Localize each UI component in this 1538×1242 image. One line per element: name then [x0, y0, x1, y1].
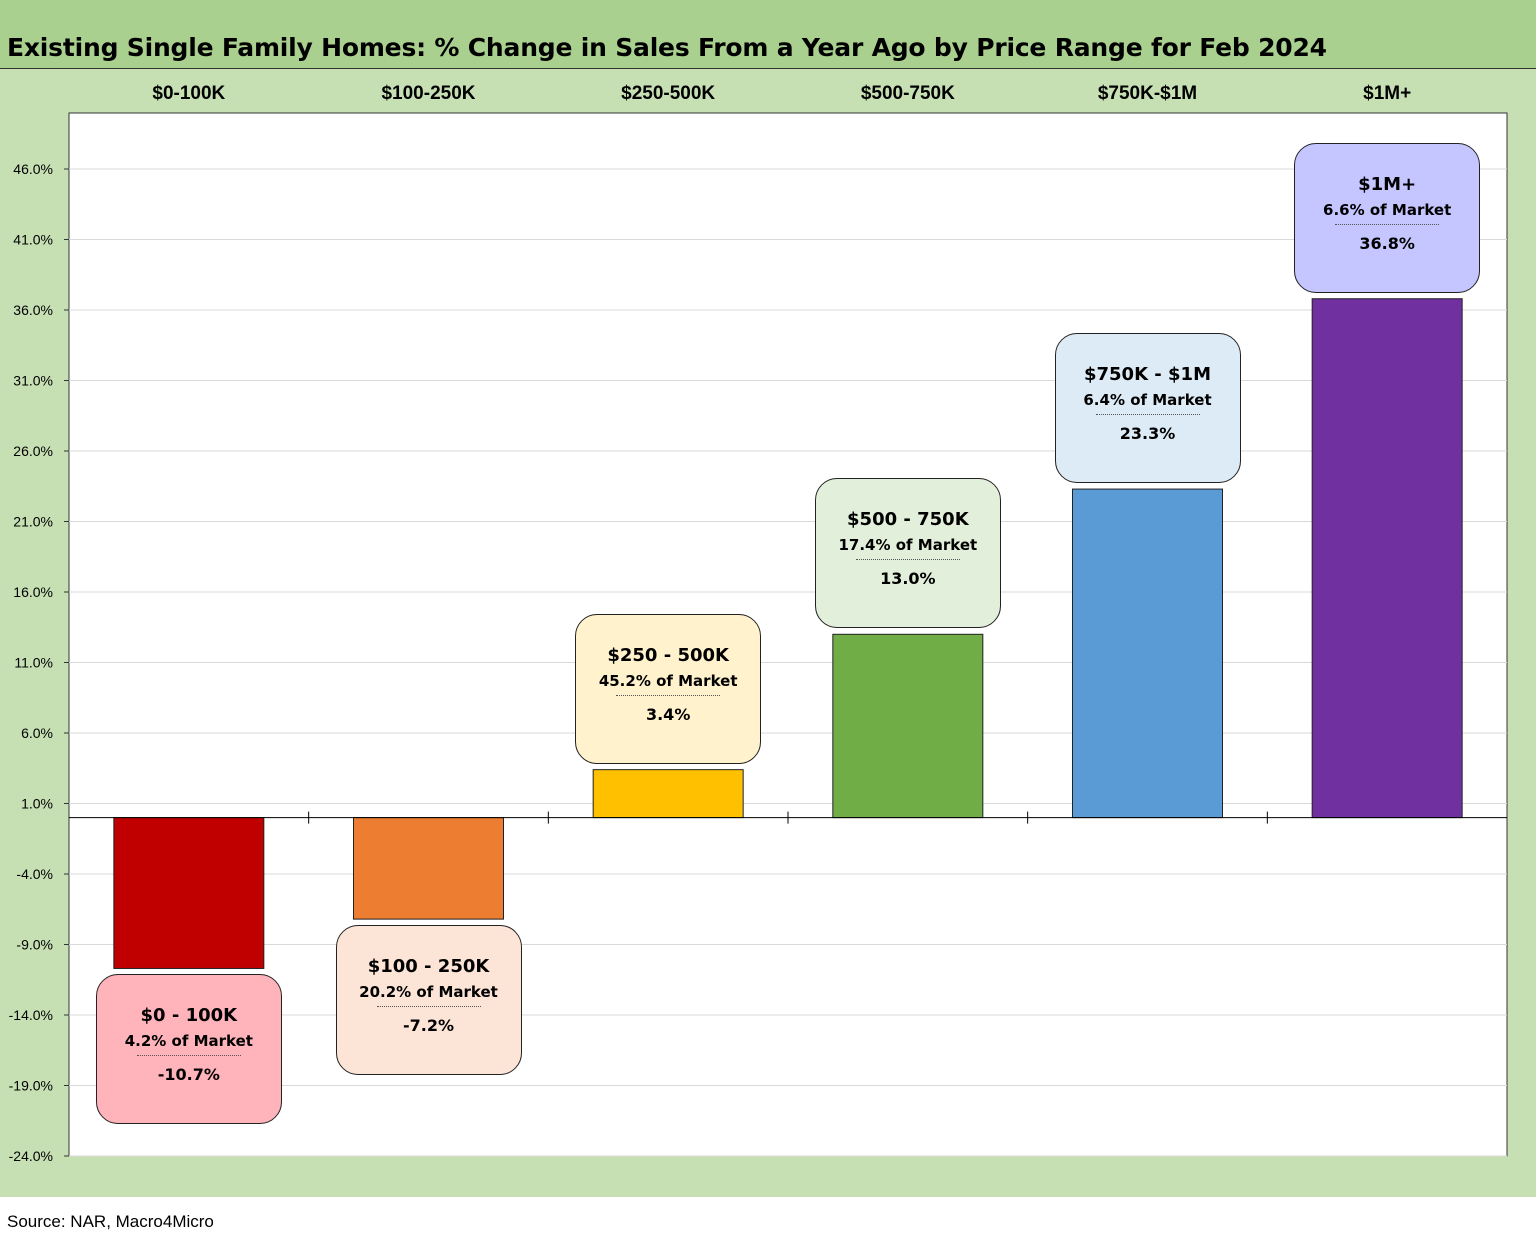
callout-market-share: 45.2% of Market: [598, 671, 738, 690]
callout-box: $750K - $1M 6.4% of Market 23.3%: [1054, 333, 1241, 484]
callout-divider: [1095, 414, 1200, 416]
y-tick-label: -14.0%: [9, 1007, 53, 1023]
callout-market-share: 17.4% of Market: [838, 536, 978, 555]
y-tick-label: -9.0%: [16, 937, 53, 953]
callout-range: $0 - 100K: [140, 1005, 238, 1027]
source-note: Source: NAR, Macro4Micro: [7, 1212, 214, 1231]
bar: [832, 633, 984, 819]
y-tick-label: -24.0%: [9, 1148, 53, 1164]
callout-market-share: 6.4% of Market: [1083, 391, 1212, 410]
callout-divider: [136, 1055, 241, 1057]
callout-value: -10.7%: [157, 1065, 220, 1085]
callout-divider: [1335, 223, 1440, 225]
y-tick-label: -19.0%: [9, 1078, 53, 1094]
category-label: $750K-$1M: [1098, 83, 1197, 104]
callout-divider: [376, 1006, 481, 1008]
footer: [0, 1199, 1538, 1242]
bar: [113, 817, 265, 969]
callout-value: 36.8%: [1359, 233, 1415, 253]
callout-range: $500 - 750K: [847, 509, 969, 531]
callout-market-share: 6.6% of Market: [1323, 200, 1452, 219]
y-tick-label: -4.0%: [16, 866, 53, 882]
y-tick-label: 21.0%: [13, 514, 53, 530]
title-bar: Existing Single Family Homes: % Change i…: [0, 0, 1536, 69]
y-tick-label: 31.0%: [13, 373, 53, 389]
bar: [592, 769, 744, 819]
callout-range: $750K - $1M: [1083, 364, 1211, 386]
callout-market-share: 4.2% of Market: [124, 1032, 253, 1051]
callout-box: $100 - 250K 20.2% of Market -7.2%: [335, 925, 522, 1076]
callout-box: $250 - 500K 45.2% of Market 3.4%: [575, 613, 762, 764]
callout-value: 13.0%: [880, 569, 936, 589]
y-tick-label: 6.0%: [21, 725, 53, 741]
category-label: $0-100K: [152, 83, 225, 104]
callout-market-share: 20.2% of Market: [359, 983, 498, 1002]
y-tick-label: 1.0%: [21, 796, 53, 812]
bar: [1311, 298, 1463, 819]
callout-value: 23.3%: [1119, 424, 1176, 444]
y-tick-label: 46.0%: [13, 161, 53, 177]
callout-value: -7.2%: [402, 1016, 454, 1036]
callout-box: $0 - 100K 4.2% of Market -10.7%: [95, 974, 282, 1125]
callout-divider: [616, 694, 721, 696]
category-label: $500-750K: [861, 83, 955, 104]
callout-box: $500 - 750K 17.4% of Market 13.0%: [814, 478, 1001, 629]
callout-range: $1M+: [1358, 173, 1417, 195]
y-tick-label: 41.0%: [13, 232, 53, 248]
bar: [1072, 488, 1223, 819]
callout-value: 3.4%: [645, 704, 691, 724]
callout-divider: [855, 559, 960, 561]
chart-title: Existing Single Family Homes: % Change i…: [7, 33, 1327, 62]
callout-range: $100 - 250K: [367, 956, 490, 978]
bar: [353, 817, 504, 920]
category-label: $1M+: [1363, 83, 1411, 104]
y-tick-label: 26.0%: [13, 443, 53, 459]
callout-box: $1M+ 6.6% of Market 36.8%: [1294, 142, 1481, 293]
category-label: $250-500K: [621, 83, 715, 104]
category-label: $100-250K: [381, 83, 475, 104]
y-tick-label: 16.0%: [13, 584, 53, 600]
y-tick-label: 36.0%: [13, 302, 53, 318]
plot-area: [68, 112, 1508, 1157]
callout-range: $250 - 500K: [607, 644, 729, 666]
y-tick-label: 11.0%: [14, 655, 53, 671]
